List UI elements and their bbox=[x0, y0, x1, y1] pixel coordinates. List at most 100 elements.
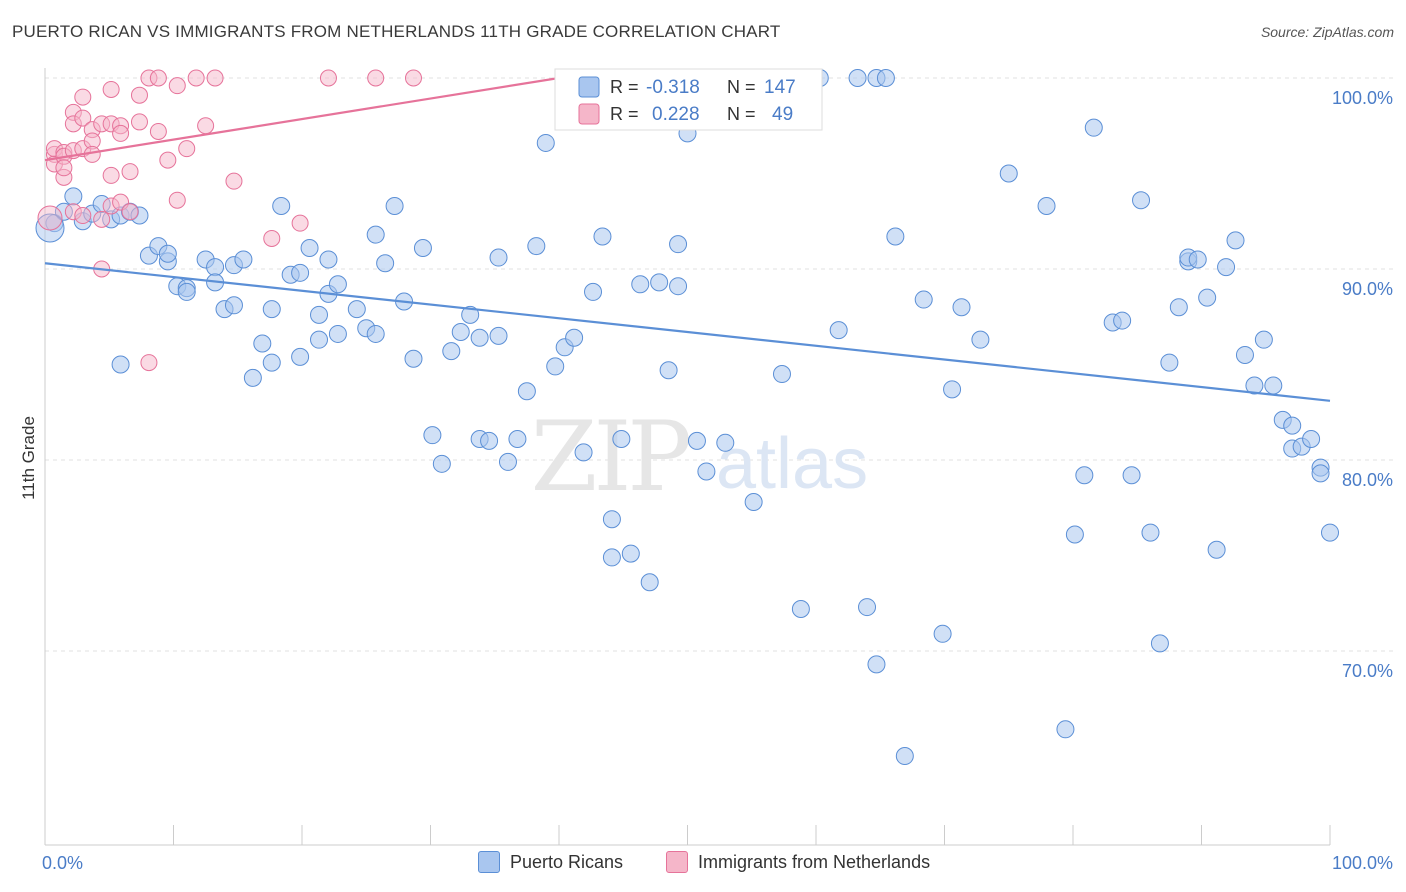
point-puerto-rican-28 bbox=[262, 353, 281, 372]
point-puerto-rican-119 bbox=[1188, 250, 1207, 269]
point-puerto-rican-77 bbox=[659, 361, 678, 380]
point-puerto-rican-98 bbox=[914, 290, 933, 309]
point-puerto-rican-2 bbox=[64, 187, 83, 206]
point-puerto-rican-66 bbox=[565, 328, 584, 347]
point-puerto-rican-102 bbox=[971, 330, 990, 349]
point-puerto-rican-103 bbox=[999, 164, 1018, 183]
y-tick-label-100: 100.0% bbox=[1332, 88, 1393, 108]
point-puerto-rican-29 bbox=[272, 196, 291, 215]
point-puerto-rican-125 bbox=[1245, 376, 1264, 395]
point-netherlands-6 bbox=[55, 159, 73, 177]
point-puerto-rican-57 bbox=[489, 326, 508, 345]
point-netherlands-23 bbox=[102, 166, 120, 184]
point-puerto-rican-91 bbox=[848, 69, 867, 87]
point-netherlands-43 bbox=[225, 172, 243, 190]
y-axis-label: 11th Grade bbox=[19, 416, 38, 500]
point-netherlands-48 bbox=[404, 69, 422, 87]
point-netherlands-20 bbox=[93, 210, 111, 228]
point-puerto-rican-104 bbox=[1037, 196, 1056, 215]
point-netherlands-32 bbox=[140, 354, 158, 372]
legend-item-puerto-ricans[interactable]: Puerto Ricans bbox=[478, 851, 623, 873]
point-puerto-rican-112 bbox=[1132, 191, 1151, 210]
point-puerto-rican-cluster bbox=[35, 213, 65, 243]
point-puerto-rican-121 bbox=[1207, 540, 1226, 559]
point-netherlands-36 bbox=[159, 151, 177, 169]
point-puerto-rican-135 bbox=[1321, 523, 1339, 542]
watermark: ZIP atlas bbox=[531, 401, 868, 513]
point-puerto-rican-84 bbox=[744, 493, 763, 512]
point-puerto-rican-79 bbox=[669, 235, 688, 254]
point-netherlands-26 bbox=[112, 124, 130, 142]
point-puerto-rican-26 bbox=[253, 334, 272, 353]
point-puerto-rican-116 bbox=[1169, 298, 1188, 317]
point-netherlands-34 bbox=[149, 69, 167, 87]
point-puerto-rican-56 bbox=[480, 431, 499, 450]
point-puerto-rican-32 bbox=[291, 263, 310, 282]
chart-source: Source: ZipAtlas.com bbox=[1260, 24, 1394, 40]
point-puerto-rican-76 bbox=[650, 273, 669, 292]
point-puerto-rican-124 bbox=[1235, 345, 1254, 364]
point-puerto-rican-49 bbox=[423, 426, 442, 445]
point-puerto-rican-24 bbox=[234, 250, 253, 269]
point-puerto-rican-40 bbox=[347, 300, 366, 319]
point-puerto-rican-126 bbox=[1254, 330, 1273, 349]
point-puerto-rican-60 bbox=[508, 429, 527, 448]
point-puerto-rican-63 bbox=[536, 133, 555, 152]
point-puerto-rican-25 bbox=[243, 368, 262, 387]
axes bbox=[44, 68, 1331, 846]
point-puerto-rican-113 bbox=[1141, 523, 1160, 542]
point-puerto-rican-17 bbox=[177, 282, 196, 301]
point-puerto-rican-123 bbox=[1226, 231, 1245, 250]
point-puerto-rican-127 bbox=[1264, 376, 1283, 395]
point-netherlands-12 bbox=[74, 109, 92, 127]
point-puerto-rican-69 bbox=[593, 227, 612, 246]
point-puerto-rican-68 bbox=[584, 282, 603, 301]
point-puerto-rican-22 bbox=[224, 296, 243, 315]
point-puerto-rican-64 bbox=[546, 357, 565, 376]
point-puerto-rican-107 bbox=[1075, 466, 1094, 485]
point-puerto-rican-71 bbox=[602, 548, 621, 567]
point-puerto-rican-96 bbox=[886, 227, 905, 246]
watermark-zip: ZIP bbox=[531, 401, 690, 513]
point-puerto-rican-14 bbox=[158, 244, 177, 263]
point-netherlands-39 bbox=[178, 140, 196, 158]
point-puerto-rican-99 bbox=[933, 624, 952, 643]
point-puerto-rican-27 bbox=[262, 300, 281, 319]
trend-lines bbox=[44, 76, 1331, 402]
point-puerto-rican-10 bbox=[111, 355, 130, 374]
legend-n-label-2: N = bbox=[727, 104, 756, 124]
legend-blue-swatch bbox=[578, 76, 600, 98]
point-puerto-rican-78 bbox=[669, 277, 688, 296]
watermark-atlas: atlas bbox=[716, 424, 868, 504]
point-puerto-rican-75 bbox=[640, 573, 659, 592]
point-puerto-rican-74 bbox=[631, 275, 650, 294]
point-puerto-rican-92 bbox=[858, 598, 877, 617]
point-puerto-rican-38 bbox=[328, 324, 347, 343]
legend-swatch-blue bbox=[478, 851, 500, 873]
point-puerto-rican-82 bbox=[697, 462, 716, 481]
point-puerto-rican-45 bbox=[385, 196, 404, 215]
point-netherlands-28 bbox=[121, 163, 139, 181]
point-puerto-rican-61 bbox=[517, 382, 536, 401]
legend-n-value-1: 147 bbox=[764, 77, 796, 98]
point-netherlands-44 bbox=[263, 229, 281, 247]
point-puerto-rican-134 bbox=[1311, 464, 1330, 483]
point-puerto-rican-62 bbox=[527, 237, 546, 256]
legend-bottom: Puerto Ricans Immigrants from Netherland… bbox=[0, 851, 1406, 877]
point-netherlands-14 bbox=[74, 207, 92, 225]
point-puerto-rican-122 bbox=[1217, 258, 1236, 277]
point-puerto-rican-43 bbox=[366, 225, 385, 244]
legend-item-netherlands[interactable]: Immigrants from Netherlands bbox=[666, 851, 930, 873]
point-puerto-rican-48 bbox=[413, 238, 432, 257]
point-puerto-rican-132 bbox=[1302, 429, 1321, 448]
point-puerto-rican-130 bbox=[1283, 416, 1302, 435]
point-netherlands-35 bbox=[149, 122, 167, 140]
y-tick-label-70: 70.0% bbox=[1342, 661, 1393, 681]
legend-pink-swatch bbox=[578, 103, 600, 125]
legend-r-label-1: R = bbox=[610, 77, 639, 97]
chart-title: PUERTO RICAN VS IMMIGRANTS FROM NETHERLA… bbox=[12, 22, 781, 41]
point-puerto-rican-19 bbox=[206, 258, 225, 277]
point-puerto-rican-114 bbox=[1150, 634, 1169, 653]
point-puerto-rican-106 bbox=[1065, 525, 1084, 544]
